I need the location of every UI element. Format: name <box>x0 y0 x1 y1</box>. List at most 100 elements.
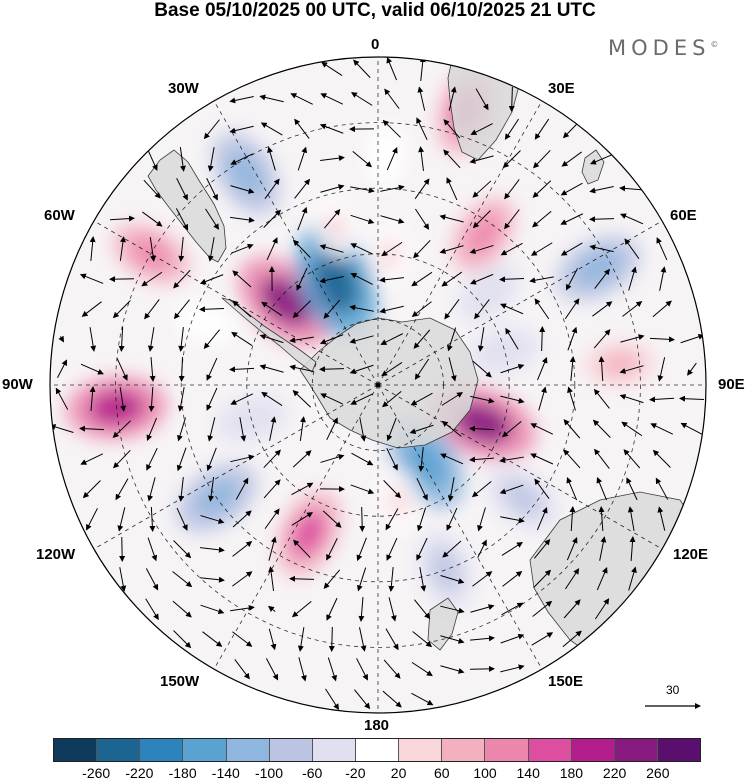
wind-arrow <box>57 359 67 378</box>
anomaly-core <box>375 137 398 174</box>
colorbar-tick-label: -100 <box>254 765 284 781</box>
colorbar <box>53 738 701 762</box>
wind-arrow <box>146 417 158 442</box>
wind-arrow <box>659 266 667 291</box>
wind-arrow <box>291 482 314 496</box>
wind-arrow <box>499 484 524 495</box>
wind-arrow <box>116 357 128 381</box>
wind-arrow <box>386 447 398 471</box>
wind-arrow <box>58 335 65 343</box>
wind-arrow <box>650 423 674 435</box>
wind-arrow <box>539 326 546 352</box>
wind-arrow <box>358 597 365 622</box>
logo-text: MODES <box>608 36 711 60</box>
wind-arrow <box>440 575 465 584</box>
wind-arrow <box>290 93 313 105</box>
wind-arrow <box>441 271 463 287</box>
wind-arrow <box>297 627 305 652</box>
colorbar-segment <box>614 739 658 761</box>
wind-arrow <box>147 477 156 502</box>
label-lon-120e: 120E <box>673 546 709 563</box>
wind-arrow <box>200 576 225 583</box>
wind-arrow <box>441 420 462 437</box>
wind-arrow <box>501 420 522 438</box>
wind-arrow <box>119 387 127 412</box>
wind-arrow <box>266 237 278 261</box>
wind-arrow <box>385 628 399 651</box>
wind-arrow <box>349 335 374 344</box>
wind-arrow <box>589 185 614 194</box>
wind-arrow <box>530 423 554 435</box>
wind-arrow <box>652 300 672 318</box>
wind-arrow <box>470 635 495 642</box>
wind-arrow <box>232 300 252 318</box>
wind-arrow <box>472 210 491 229</box>
colorbar-tick-label: 180 <box>559 765 584 781</box>
wind-arrow <box>440 453 464 465</box>
wind-arrow <box>411 661 433 677</box>
wind-arrow <box>89 386 96 411</box>
wind-arrow <box>294 118 310 139</box>
wind-arrow <box>477 539 487 558</box>
wind-arrow <box>504 118 520 140</box>
wind-arrow <box>500 516 525 524</box>
wind-arrow <box>446 177 458 201</box>
wind-arrow <box>679 395 705 402</box>
wind-arrow <box>380 215 405 224</box>
wind-arrow <box>656 237 668 261</box>
wind-arrow <box>418 146 425 171</box>
wind-arrow <box>567 326 578 351</box>
colorbar-tick-label: -60 <box>302 765 323 781</box>
wind-arrow <box>569 506 576 532</box>
colorbar-tick-label: 260 <box>646 765 670 781</box>
wind-arrow <box>501 602 524 616</box>
wind-arrow <box>474 299 490 320</box>
meridian-line <box>377 100 543 386</box>
wind-arrow <box>206 447 217 472</box>
wind-arrow <box>411 692 434 706</box>
wind-arrow <box>499 276 525 283</box>
wind-arrow <box>472 360 492 378</box>
colorbar-segment <box>97 739 141 761</box>
wind-arrow <box>326 597 338 621</box>
wind-arrow <box>86 508 98 531</box>
wind-arrow <box>55 387 69 410</box>
wind-arrow <box>323 209 341 229</box>
latitude-circle <box>180 187 576 583</box>
wind-arrow <box>564 298 580 320</box>
wind-arrow <box>263 479 281 499</box>
madagascar-land <box>581 149 605 185</box>
wind-arrow <box>652 449 671 468</box>
colorbar-segment <box>442 739 486 761</box>
wind-arrow <box>529 276 554 284</box>
wind-arrow <box>269 416 277 441</box>
wind-arrow <box>680 422 703 436</box>
wind-arrow <box>118 326 125 352</box>
wind-arrow <box>176 447 187 472</box>
wind-arrow <box>349 304 374 312</box>
wind-arrow <box>621 421 643 437</box>
wind-arrow <box>230 153 254 165</box>
wind-arrow <box>619 185 645 192</box>
anomaly-core <box>471 276 507 309</box>
wind-arrow <box>439 245 464 254</box>
wind-arrow <box>534 538 551 559</box>
wind-arrow <box>203 329 221 350</box>
modes-logo: MODES© <box>608 36 718 60</box>
wind-arrow <box>350 214 375 225</box>
wind-arrow <box>149 357 156 382</box>
wind-arrow <box>143 179 161 199</box>
wind-arrow <box>416 117 428 141</box>
wind-arrow <box>472 180 492 198</box>
wind-arrow <box>620 334 645 343</box>
wind-arrow <box>119 236 126 261</box>
wind-arrow <box>147 327 155 352</box>
wind-arrow <box>350 484 375 495</box>
colorbar-segment <box>485 739 529 761</box>
anomaly-core <box>290 509 327 558</box>
wind-arrow <box>620 213 644 225</box>
wind-arrow <box>146 147 158 171</box>
wind-arrow <box>323 299 341 319</box>
wind-arrow <box>499 456 524 464</box>
